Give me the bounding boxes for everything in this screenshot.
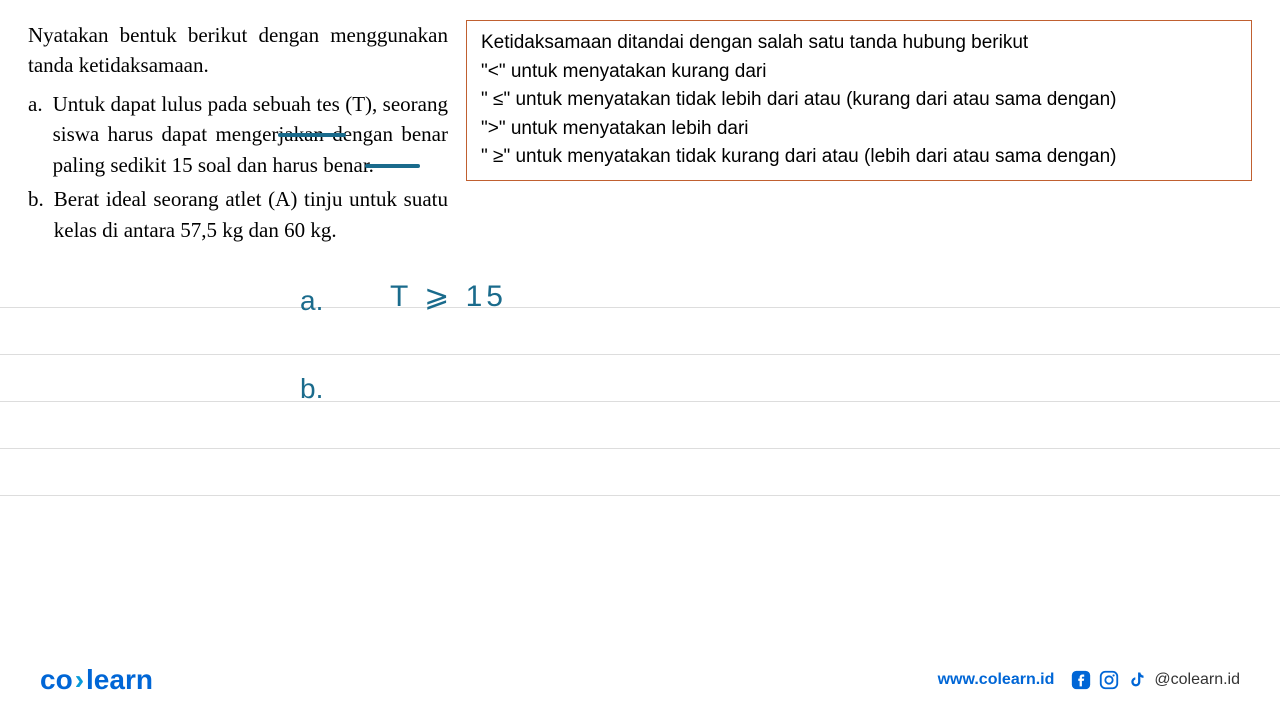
item-marker: a. [28, 89, 43, 180]
social-icons: @colearn.id [1070, 669, 1240, 691]
handwriting-a-label: a. [300, 285, 323, 317]
logo-dot-icon: › [75, 664, 84, 695]
question-item-b: b. Berat ideal seorang atlet (A) tinju u… [28, 184, 448, 245]
item-marker: b. [28, 184, 44, 245]
ruled-line [0, 308, 1280, 355]
brand-logo: co›learn [40, 664, 153, 696]
handwriting-b-label: b. [300, 373, 323, 405]
info-box: Ketidaksamaan ditandai dengan salah satu… [466, 20, 1252, 181]
ruled-line [0, 261, 1280, 308]
ruled-line [0, 402, 1280, 449]
info-line-4: ">" untuk menyatakan lebih dari [481, 115, 1237, 144]
footer-right: www.colearn.id @colearn.id [938, 669, 1240, 691]
handwriting-a-expression: T ⩾ 15 [390, 279, 507, 314]
question-intro: Nyatakan bentuk berikut dengan menggunak… [28, 20, 448, 81]
question-column: Nyatakan bentuk berikut dengan menggunak… [28, 20, 448, 249]
info-line-3: " ≤" untuk menyatakan tidak lebih dari a… [481, 86, 1237, 115]
info-line-5: " ≥" untuk menyatakan tidak kurang dari … [481, 143, 1237, 172]
social-handle: @colearn.id [1154, 671, 1240, 689]
instagram-icon [1098, 669, 1120, 691]
facebook-icon [1070, 669, 1092, 691]
ruled-section: a. T ⩾ 15 b. [0, 261, 1280, 496]
item-text: Berat ideal seorang atlet (A) tinju untu… [54, 184, 448, 245]
highlight-mark [365, 164, 420, 168]
info-line-2: "<" untuk menyatakan kurang dari [481, 58, 1237, 87]
tiktok-icon [1126, 669, 1148, 691]
website-url: www.colearn.id [938, 671, 1055, 689]
content-area: Nyatakan bentuk berikut dengan menggunak… [0, 0, 1280, 249]
logo-part-2: learn [86, 664, 153, 695]
logo-part-1: co [40, 664, 73, 695]
highlight-mark [278, 133, 346, 137]
ruled-line [0, 449, 1280, 496]
footer: co›learn www.colearn.id @colearn.id [0, 664, 1280, 696]
ruled-line [0, 355, 1280, 402]
info-line-1: Ketidaksamaan ditandai dengan salah satu… [481, 29, 1237, 58]
